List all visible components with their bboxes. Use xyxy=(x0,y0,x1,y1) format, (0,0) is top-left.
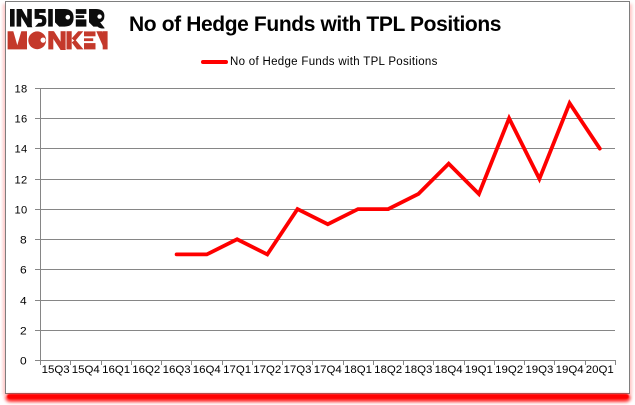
svg-text:19Q2: 19Q2 xyxy=(495,364,523,376)
svg-text:18Q4: 18Q4 xyxy=(435,364,463,376)
svg-text:20Q1: 20Q1 xyxy=(586,364,614,376)
svg-text:18: 18 xyxy=(15,84,28,96)
svg-text:2: 2 xyxy=(20,326,27,338)
svg-text:17Q1: 17Q1 xyxy=(223,364,251,376)
svg-text:15Q3: 15Q3 xyxy=(42,364,70,376)
svg-text:16Q4: 16Q4 xyxy=(193,364,221,376)
svg-text:19Q3: 19Q3 xyxy=(525,364,553,376)
svg-text:19Q4: 19Q4 xyxy=(556,364,584,376)
svg-text:6: 6 xyxy=(20,265,27,277)
svg-text:17Q2: 17Q2 xyxy=(253,364,281,376)
svg-text:10: 10 xyxy=(15,205,28,217)
svg-text:12: 12 xyxy=(15,175,28,187)
svg-text:16Q2: 16Q2 xyxy=(132,364,160,376)
svg-text:16Q1: 16Q1 xyxy=(102,364,130,376)
svg-text:15Q4: 15Q4 xyxy=(72,364,100,376)
svg-text:16Q3: 16Q3 xyxy=(163,364,191,376)
svg-text:0: 0 xyxy=(20,356,27,368)
svg-text:4: 4 xyxy=(20,296,27,308)
svg-text:17Q4: 17Q4 xyxy=(314,364,342,376)
svg-text:18Q2: 18Q2 xyxy=(374,364,402,376)
svg-text:14: 14 xyxy=(15,144,28,156)
svg-text:8: 8 xyxy=(20,235,27,247)
svg-text:18Q1: 18Q1 xyxy=(344,364,372,376)
svg-text:18Q3: 18Q3 xyxy=(404,364,432,376)
svg-text:17Q3: 17Q3 xyxy=(284,364,312,376)
svg-text:16: 16 xyxy=(15,114,28,126)
svg-text:19Q1: 19Q1 xyxy=(465,364,493,376)
